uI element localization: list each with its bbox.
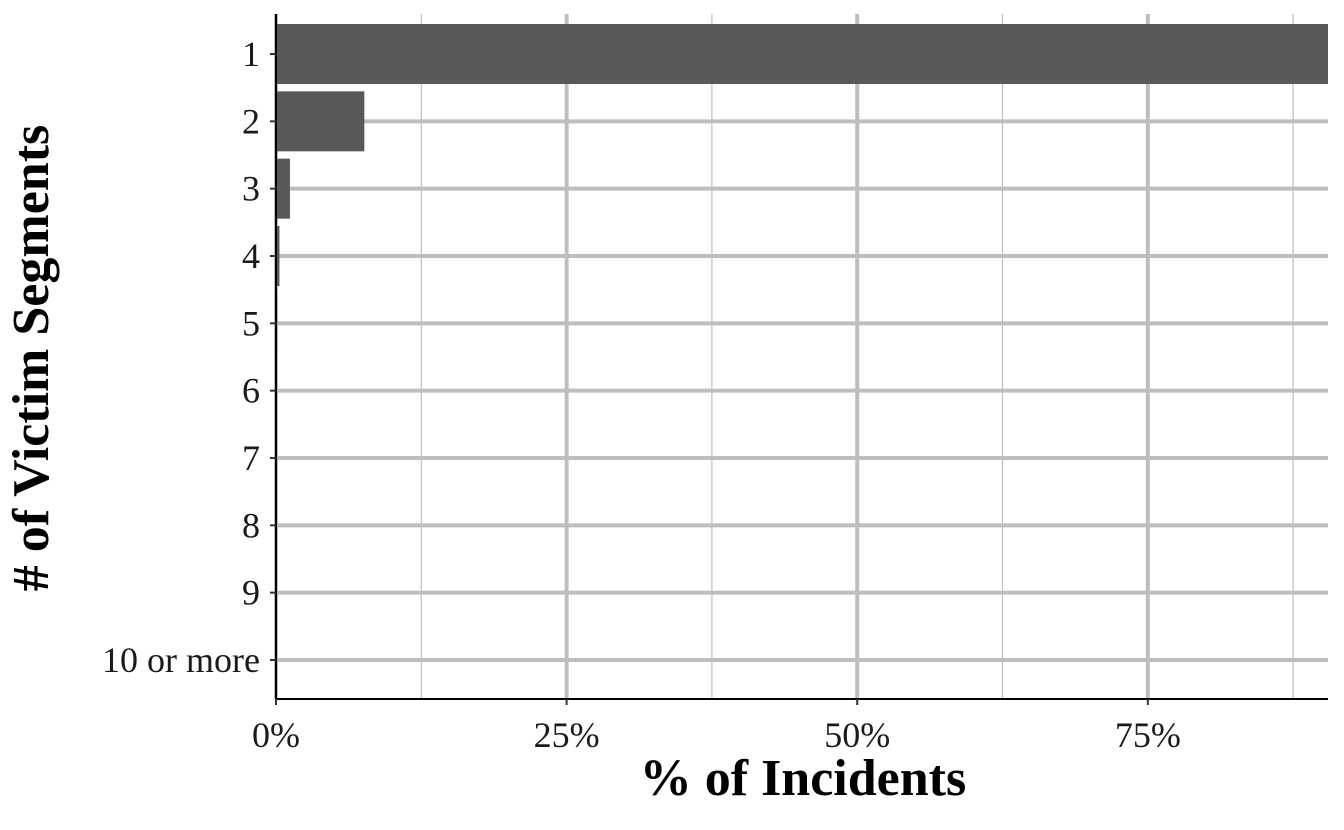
y-tick-label: 8 xyxy=(242,505,260,545)
x-tick-label: 75% xyxy=(1115,715,1181,755)
y-axis-title: # of Victim Segments xyxy=(3,125,60,591)
x-tick-label: 0% xyxy=(252,715,300,755)
x-tick-labels: 0% 25% 50% 75% xyxy=(252,699,1181,755)
bar xyxy=(276,226,280,286)
y-tick-label: 1 xyxy=(242,34,260,74)
x-tick-label: 25% xyxy=(534,715,600,755)
x-tick-label: 50% xyxy=(824,715,890,755)
y-tick-label: 3 xyxy=(242,169,260,209)
bars xyxy=(276,24,1328,690)
bar xyxy=(276,158,290,219)
y-tick-label: 5 xyxy=(242,303,260,343)
y-tick-label: 2 xyxy=(242,101,260,141)
bar xyxy=(276,91,365,152)
y-tick-label: 6 xyxy=(242,371,260,411)
x-axis-title: % of Incidents xyxy=(640,750,966,807)
axes xyxy=(275,14,1328,700)
y-tick-label: 9 xyxy=(242,573,260,613)
grid-lines xyxy=(274,14,1328,699)
y-tick-label: 7 xyxy=(242,438,260,478)
bar xyxy=(276,24,1328,84)
y-tick-label: 4 xyxy=(242,236,260,276)
y-tick-labels: 1 2 3 4 5 6 7 8 9 10 or more xyxy=(102,34,276,680)
y-tick-label: 10 or more xyxy=(102,640,260,680)
